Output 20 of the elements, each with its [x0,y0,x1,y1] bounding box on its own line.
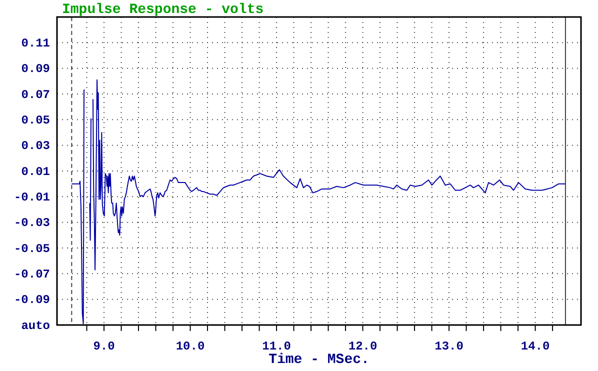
x-tick-label: 9.0 [93,340,115,354]
y-tick-label: 0.07 [21,88,50,102]
chart-title: Impulse Response - volts [62,2,264,18]
x-tick-label: 11.0 [262,340,291,354]
y-tick-label: -0.05 [14,242,50,256]
y-tick-label: 0.11 [21,36,50,51]
y-tick-label: 0.01 [21,164,50,179]
y-tick-label: 0.09 [21,62,50,76]
y-tick-label: -0.03 [14,216,50,230]
x-tick-label: 14.0 [520,340,550,354]
y-tick-label: 0.03 [21,139,50,154]
y-tick-label: auto [21,318,50,333]
y-tick-label: -0.09 [14,293,50,308]
y-tick-label: -0.07 [14,268,50,282]
y-tick-label: -0.01 [14,190,50,205]
x-tick-label: 10.0 [176,340,205,354]
x-axis-title: Time - MSec. [268,352,370,368]
y-tick-label: 0.05 [21,114,50,128]
x-tick-label: 12.0 [348,340,378,354]
x-tick-label: 13.0 [434,340,464,354]
